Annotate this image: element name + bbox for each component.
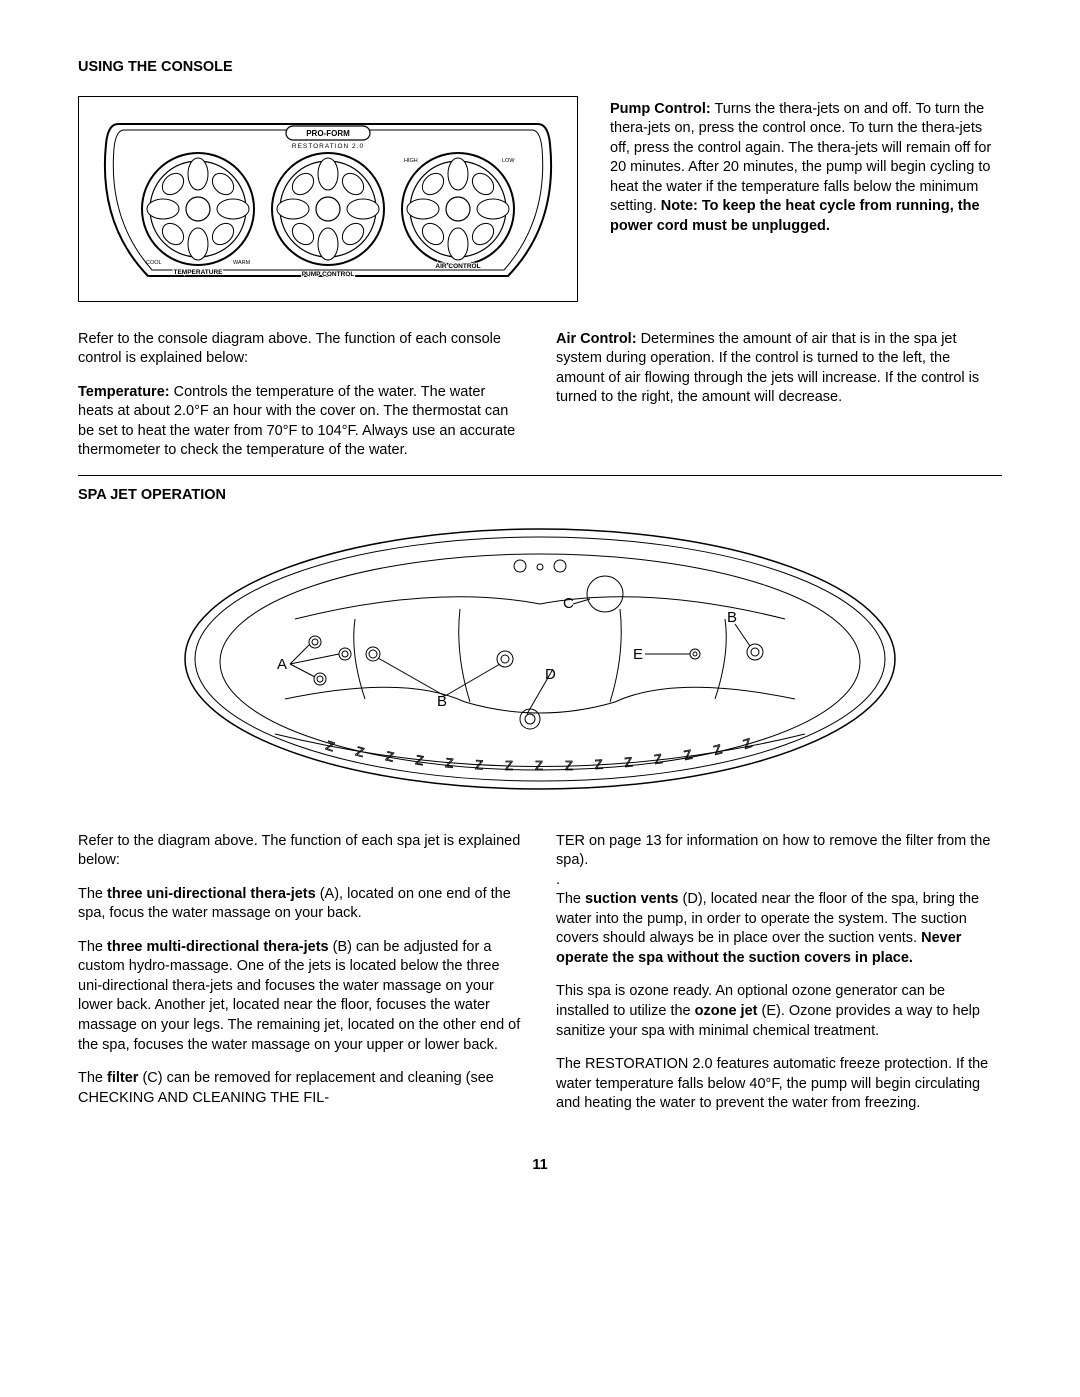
console-figure: PRO-FORM RESTORATION 2.0 COOL WAR bbox=[78, 96, 578, 302]
brand-text: PRO-FORM bbox=[306, 129, 350, 138]
temp-warm-label: WARM bbox=[233, 260, 251, 266]
air-label-text: Air Control: bbox=[556, 331, 637, 347]
model-text: RESTORATION 2.0 bbox=[292, 143, 364, 150]
spa-label-C: C bbox=[563, 595, 574, 612]
pC-pre: The bbox=[78, 1070, 107, 1086]
pA-bold: three uni-directional thera-jets bbox=[107, 886, 316, 902]
section-heading-spa: SPA JET OPERATION bbox=[78, 486, 1002, 506]
page-number: 11 bbox=[78, 1156, 1002, 1176]
console-svg: PRO-FORM RESTORATION 2.0 COOL WAR bbox=[88, 104, 568, 294]
spa-label-A: A bbox=[277, 656, 287, 673]
spa-label-B2: B bbox=[727, 609, 737, 626]
air-control-label: AIR CONTROL bbox=[435, 263, 480, 270]
svg-text:Z: Z bbox=[445, 755, 455, 771]
spa-label-E: E bbox=[633, 646, 643, 663]
pB-post: (B) can be adjusted for a custom hydro-m… bbox=[78, 939, 520, 1053]
svg-text:Z: Z bbox=[624, 754, 634, 770]
pE-bold: ozone jet bbox=[695, 1003, 758, 1019]
spa-columns: Refer to the diagram above. The function… bbox=[78, 832, 1002, 1128]
pump-label: Pump Control: bbox=[610, 101, 711, 117]
svg-text:Z: Z bbox=[505, 758, 513, 773]
spa-svg: Z Z Z Z Z Z Z Z Z Z Z Z Z Z Z bbox=[175, 524, 905, 804]
svg-text:Z: Z bbox=[594, 756, 603, 771]
console-lower-columns: Refer to the console diagram above. The … bbox=[78, 330, 1002, 475]
air-low-label: LOW bbox=[502, 158, 515, 164]
console-top-row: PRO-FORM RESTORATION 2.0 COOL WAR bbox=[78, 96, 1002, 302]
pump-note: Note: To keep the heat cycle from runnin… bbox=[610, 198, 980, 234]
spa-figure: Z Z Z Z Z Z Z Z Z Z Z Z Z Z Z bbox=[78, 524, 1002, 804]
spa-label-B1: B bbox=[437, 693, 447, 710]
spa-intro: Refer to the diagram above. The function… bbox=[78, 832, 524, 871]
p-freeze: The RESTORATION 2.0 features automatic f… bbox=[556, 1055, 1002, 1114]
pC-bold: filter bbox=[107, 1070, 138, 1086]
svg-text:Z: Z bbox=[475, 757, 484, 772]
pA-pre: The bbox=[78, 886, 107, 902]
temperature-label: TEMPERATURE bbox=[174, 269, 224, 276]
spa-label-D: D bbox=[545, 666, 556, 683]
pC-post: (C) can be removed for replacement and c… bbox=[78, 1070, 494, 1106]
console-diagram-box: PRO-FORM RESTORATION 2.0 COOL WAR bbox=[78, 96, 578, 302]
svg-text:Z: Z bbox=[565, 758, 573, 773]
pB-bold: three multi-directional thera-jets bbox=[107, 939, 329, 955]
section-divider bbox=[78, 475, 1002, 476]
pump-control-label: PUMP CONTROL bbox=[302, 271, 355, 278]
console-intro: Refer to the console diagram above. The … bbox=[78, 330, 524, 369]
svg-text:Z: Z bbox=[535, 758, 543, 773]
section-heading-console: USING THE CONSOLE bbox=[78, 58, 1002, 78]
pB-pre: The bbox=[78, 939, 107, 955]
temp-cool-label: COOL bbox=[146, 260, 162, 266]
pD-pre: The bbox=[556, 891, 585, 907]
pD-bold: suction vents bbox=[585, 891, 678, 907]
temperature-label-text: Temperature: bbox=[78, 384, 170, 400]
pump-control-paragraph: Pump Control: Turns the thera-jets on an… bbox=[610, 96, 1002, 302]
pC-cont: TER on page 13 for information on how to… bbox=[556, 832, 1002, 871]
air-high-label: HIGH bbox=[404, 158, 418, 164]
